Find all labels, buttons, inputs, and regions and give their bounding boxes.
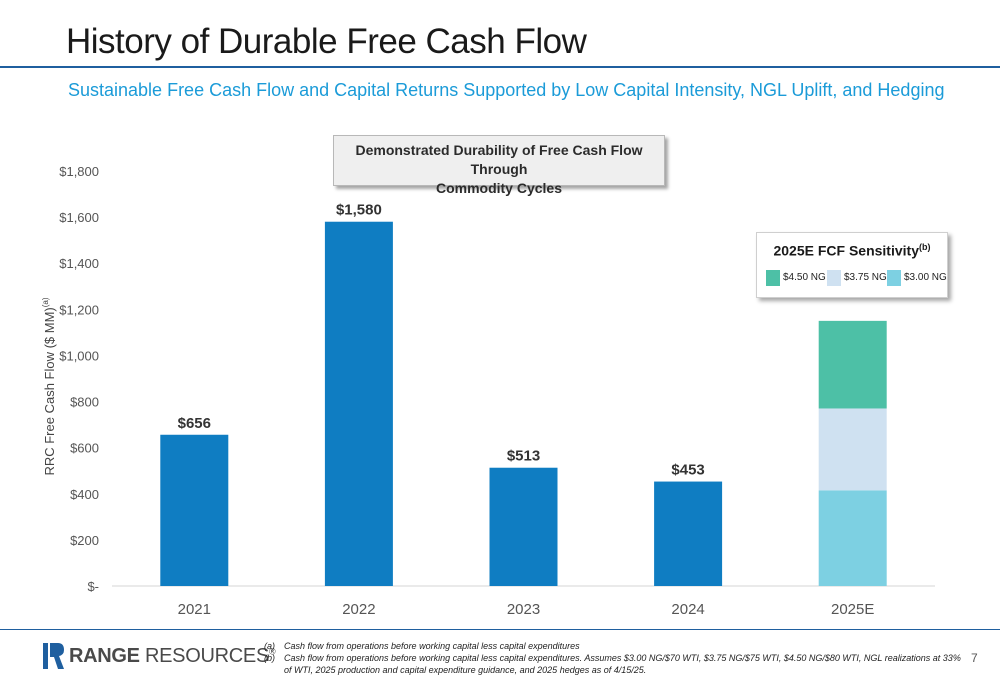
y-tick-label: $800 (70, 395, 99, 410)
y-tick-label: $600 (70, 441, 99, 456)
logo-text-rest: RESOURCES (139, 645, 269, 667)
legend-swatch-3-75-ng (827, 270, 841, 286)
fcf-bar-chart: $- $200 $400 $600 $800 $1,000 $1,200 $1,400 $1,6… (41, 164, 935, 618)
sensitivity-title: 2025E FCF Sensitivity(b) (757, 242, 947, 259)
y-axis-label-note: (a) (41, 297, 50, 307)
footnote-b-text: Cash flow from operations before working… (284, 653, 961, 675)
footnote-a-text: Cash flow from operations before working… (284, 641, 580, 651)
callout-line-2: Commodity Cycles (435, 180, 563, 196)
bar-2025e-segment-0 (818, 490, 887, 586)
legend-label-4-50-ng: $4.50 NG (783, 272, 826, 283)
data-label-2022: $1,580 (336, 202, 382, 219)
bar-2024 (654, 481, 723, 586)
x-tick-label: 2022 (342, 601, 375, 618)
y-tick-label: $1,800 (59, 164, 99, 179)
footnotes: (a) Cash flow from operations before wor… (264, 640, 964, 676)
footnote-a: (a) Cash flow from operations before wor… (264, 640, 964, 652)
y-tick-label: $200 (70, 533, 99, 548)
y-tick-label: $1,600 (59, 210, 99, 225)
data-label-2023: $513 (507, 448, 540, 465)
data-label-2024: $453 (671, 462, 704, 479)
bar-2022 (324, 221, 393, 586)
data-label-2021: $656 (178, 415, 211, 432)
callout-line-1: Demonstrated Durability of Free Cash Flo… (355, 142, 643, 177)
sensitivity-title-text: 2025E FCF Sensitivity (773, 242, 919, 259)
footnote-b-marker: (b) (264, 653, 275, 663)
durability-callout: Demonstrated Durability of Free Cash Flo… (333, 135, 665, 196)
sensitivity-title-note: (b) (919, 242, 931, 252)
page-subtitle: Sustainable Free Cash Flow and Capital R… (68, 80, 945, 100)
bar-2021 (160, 434, 229, 586)
y-tick-label: $400 (70, 487, 99, 502)
y-tick-label: $1,000 (59, 348, 99, 363)
x-tick-label: 2023 (507, 601, 540, 618)
y-tick-label: $1,200 (59, 302, 99, 317)
y-axis-label: RRC Free Cash Flow ($ MM)(a) (41, 297, 57, 475)
logo-text-bold: RANGE (69, 645, 140, 667)
title-divider (0, 66, 1000, 68)
footer-divider (0, 629, 1000, 630)
logo-registered-mark: ® (268, 646, 276, 657)
legend-swatch-3-00-ng (887, 270, 901, 286)
bar-2025e-segment-1 (818, 408, 887, 491)
bar-2023 (489, 467, 558, 586)
legend-label-3-75-ng: $3.75 NG (844, 272, 887, 283)
footnote-a-marker: (a) (264, 641, 275, 651)
bar-2025e-segment-2 (818, 320, 887, 409)
range-logo-mark-icon (43, 643, 64, 669)
sensitivity-legend-box: 2025E FCF Sensitivity(b) $4.50 NG $3.75 … (756, 232, 948, 298)
legend-swatch-4-50-ng (766, 270, 780, 286)
y-tick-label: $- (87, 579, 99, 594)
page-title: History of Durable Free Cash Flow (66, 22, 587, 61)
legend-label-3-00-ng: $3.00 NG (904, 272, 947, 283)
footnote-b: (b) Cash flow from operations before wor… (264, 652, 964, 676)
x-tick-label: 2024 (671, 601, 704, 618)
x-tick-label: 2021 (178, 601, 211, 618)
page-number: 7 (971, 651, 978, 665)
x-tick-label: 2025E (831, 601, 874, 618)
logo-wordmark: RANGE RESOURCES® (69, 645, 276, 668)
y-tick-label: $1,400 (59, 256, 99, 271)
